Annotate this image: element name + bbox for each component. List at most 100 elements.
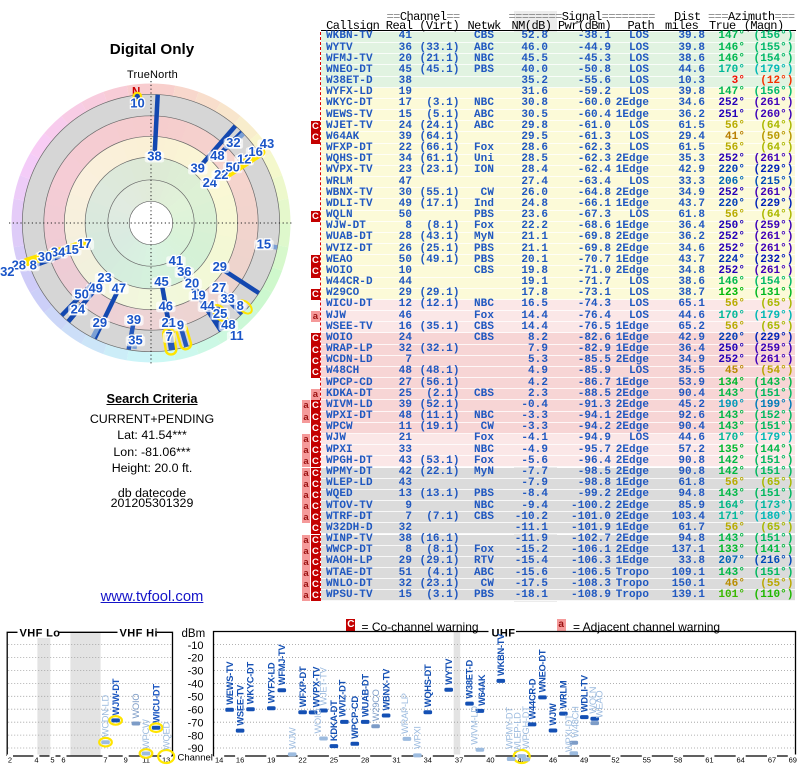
svg-text:49: 49 bbox=[580, 755, 588, 764]
svg-text:48: 48 bbox=[221, 317, 235, 332]
svg-text:37: 37 bbox=[455, 755, 463, 764]
svg-text:WYTV: WYTV bbox=[444, 658, 454, 685]
svg-text:20: 20 bbox=[185, 275, 199, 290]
svg-text:64: 64 bbox=[737, 755, 745, 764]
svg-text:10: 10 bbox=[130, 96, 144, 111]
svg-text:-90: -90 bbox=[188, 743, 204, 755]
svg-text:28: 28 bbox=[361, 755, 369, 764]
svg-text:WPMY-DT: WPMY-DT bbox=[504, 707, 514, 749]
svg-text:22: 22 bbox=[298, 755, 306, 764]
svg-text:22: 22 bbox=[214, 167, 228, 182]
svg-text:36: 36 bbox=[177, 264, 191, 279]
svg-text:40: 40 bbox=[486, 755, 494, 764]
svg-text:38: 38 bbox=[147, 149, 161, 164]
svg-text:46: 46 bbox=[549, 755, 557, 764]
svg-text:-30: -30 bbox=[188, 666, 204, 678]
svg-text:VHF Lo: VHF Lo bbox=[20, 628, 61, 640]
svg-text:WOIO: WOIO bbox=[313, 709, 323, 734]
svg-text:W38ET-D: W38ET-D bbox=[465, 660, 475, 699]
svg-text:WDLI-TV: WDLI-TV bbox=[580, 674, 590, 712]
svg-text:9: 9 bbox=[177, 317, 184, 332]
svg-text:25: 25 bbox=[330, 755, 338, 764]
svg-text:-50: -50 bbox=[188, 692, 204, 704]
svg-text:14: 14 bbox=[215, 755, 223, 764]
svg-text:dBm: dBm bbox=[182, 628, 206, 640]
svg-text:32: 32 bbox=[226, 135, 240, 150]
svg-text:52: 52 bbox=[611, 755, 619, 764]
svg-text:45: 45 bbox=[154, 274, 168, 289]
svg-text:31: 31 bbox=[392, 755, 400, 764]
svg-text:-20: -20 bbox=[188, 653, 204, 665]
svg-text:WVIZ-DT: WVIZ-DT bbox=[338, 679, 348, 717]
svg-text:WKYC-DT: WKYC-DT bbox=[246, 661, 256, 704]
svg-text:21: 21 bbox=[161, 315, 175, 330]
svg-text:13: 13 bbox=[162, 755, 170, 764]
svg-text:W44CR-D: W44CR-D bbox=[527, 678, 537, 719]
svg-text:58: 58 bbox=[674, 755, 682, 764]
svg-text:Channel: Channel bbox=[178, 753, 213, 764]
svg-text:WYFX-LD: WYFX-LD bbox=[267, 662, 277, 703]
svg-text:28: 28 bbox=[12, 258, 26, 273]
svg-text:-70: -70 bbox=[188, 717, 204, 729]
svg-text:32: 32 bbox=[0, 264, 14, 279]
svg-text:8: 8 bbox=[30, 257, 37, 272]
svg-text:35: 35 bbox=[128, 333, 142, 348]
svg-text:WPGH-DT: WPGH-DT bbox=[521, 706, 531, 749]
svg-text:WBNX-TV: WBNX-TV bbox=[381, 668, 391, 711]
svg-text:19: 19 bbox=[191, 288, 205, 303]
svg-text:17: 17 bbox=[77, 236, 91, 251]
svg-text:29: 29 bbox=[93, 315, 107, 330]
svg-text:29: 29 bbox=[213, 259, 227, 274]
svg-text:2: 2 bbox=[8, 755, 12, 764]
svg-text:69: 69 bbox=[789, 755, 797, 764]
svg-text:WIVM-LD: WIVM-LD bbox=[470, 706, 480, 745]
svg-text:-60: -60 bbox=[188, 705, 204, 717]
svg-text:WJW-DT: WJW-DT bbox=[111, 678, 121, 715]
svg-text:W64AK: W64AK bbox=[477, 674, 487, 706]
svg-text:WRAP-LP: WRAP-LP bbox=[400, 693, 410, 734]
svg-text:30: 30 bbox=[38, 249, 52, 264]
svg-text:55: 55 bbox=[643, 755, 651, 764]
svg-text:11: 11 bbox=[142, 755, 150, 764]
svg-text:9: 9 bbox=[124, 755, 128, 764]
svg-text:50: 50 bbox=[74, 286, 88, 301]
svg-text:33: 33 bbox=[220, 291, 234, 306]
svg-text:16: 16 bbox=[236, 755, 244, 764]
svg-text:34: 34 bbox=[424, 755, 432, 764]
svg-text:39: 39 bbox=[127, 312, 141, 327]
svg-text:6: 6 bbox=[61, 755, 65, 764]
svg-text:WVPX-TV: WVPX-TV bbox=[311, 666, 321, 708]
svg-text:WLEP-LD: WLEP-LD bbox=[512, 712, 522, 752]
svg-text:WUAB-DT: WUAB-DT bbox=[360, 674, 370, 717]
svg-text:WQHS-DT: WQHS-DT bbox=[423, 664, 433, 707]
svg-text:W29CO: W29CO bbox=[371, 689, 381, 721]
svg-text:23: 23 bbox=[97, 270, 111, 285]
svg-text:39: 39 bbox=[190, 161, 204, 176]
svg-text:WFXP-DT: WFXP-DT bbox=[298, 666, 308, 707]
svg-text:WPXI-DT: WPXI-DT bbox=[564, 714, 574, 752]
svg-text:WEAO: WEAO bbox=[594, 691, 604, 718]
svg-text:W48CH: W48CH bbox=[571, 706, 581, 737]
svg-text:7: 7 bbox=[165, 329, 172, 344]
svg-text:5: 5 bbox=[50, 755, 54, 764]
svg-text:50: 50 bbox=[225, 159, 239, 174]
svg-text:15: 15 bbox=[257, 236, 271, 251]
svg-text:27: 27 bbox=[212, 280, 226, 295]
svg-text:WCDN-LD: WCDN-LD bbox=[101, 695, 111, 738]
svg-text:WPXI: WPXI bbox=[413, 726, 423, 749]
svg-text:WJW: WJW bbox=[287, 727, 297, 749]
svg-text:24: 24 bbox=[203, 175, 218, 190]
svg-text:25: 25 bbox=[213, 306, 227, 321]
svg-text:4: 4 bbox=[34, 755, 38, 764]
svg-text:WPCP-CD: WPCP-CD bbox=[350, 696, 360, 739]
svg-text:24: 24 bbox=[71, 302, 86, 317]
svg-text:WQLN: WQLN bbox=[588, 687, 598, 714]
svg-text:49: 49 bbox=[88, 280, 102, 295]
svg-text:WRLM: WRLM bbox=[559, 680, 569, 708]
svg-text:WJW: WJW bbox=[548, 703, 558, 725]
svg-text:41: 41 bbox=[169, 253, 183, 268]
svg-text:67: 67 bbox=[768, 755, 776, 764]
svg-text:WQED: WQED bbox=[161, 722, 171, 750]
svg-text:15: 15 bbox=[64, 242, 78, 257]
svg-text:19: 19 bbox=[267, 755, 275, 764]
